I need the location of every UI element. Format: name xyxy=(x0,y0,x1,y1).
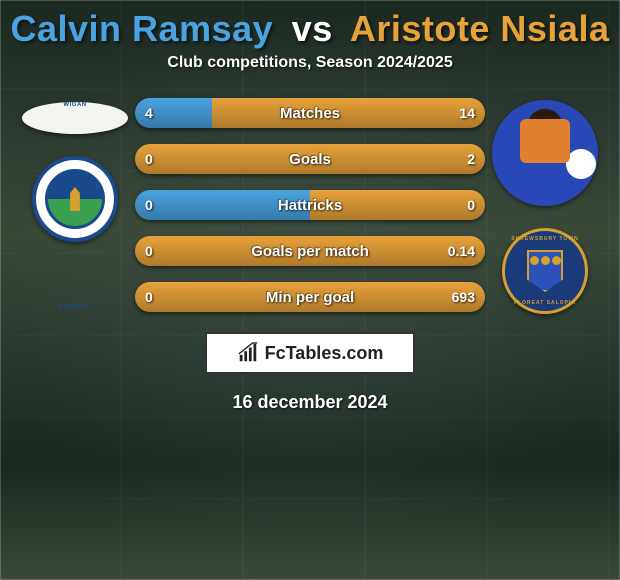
bar-segment-right xyxy=(135,282,485,312)
bar-segment-right xyxy=(135,144,485,174)
stat-bar: 02Goals xyxy=(135,144,485,174)
left-column: WIGAN ATHLETIC xyxy=(15,98,135,242)
title-vs: vs xyxy=(292,8,333,49)
stat-bar: 00Hattricks xyxy=(135,190,485,220)
player2-avatar xyxy=(492,100,598,206)
wigan-inner xyxy=(45,169,105,229)
page-title: Calvin Ramsay vs Aristote Nsiala xyxy=(11,8,610,50)
stat-bar: 0693Min per goal xyxy=(135,282,485,312)
brand-box: FcTables.com xyxy=(205,332,416,374)
wigan-text-top: WIGAN xyxy=(63,102,86,108)
lion-icon xyxy=(530,256,539,265)
shrews-text-top: SHREWSBURY TOWN xyxy=(511,236,578,242)
club-badge-wigan: WIGAN ATHLETIC xyxy=(32,156,118,242)
main-row: WIGAN ATHLETIC 414Matches 02Goals 00Hattri… xyxy=(0,98,620,314)
brand-text: FcTables.com xyxy=(265,343,384,364)
bar-segment-left xyxy=(135,98,212,128)
stat-bars: 414Matches 02Goals 00Hattricks 00.14Goals p… xyxy=(135,98,485,312)
wigan-text-bottom: ATHLETIC xyxy=(58,304,91,310)
content-root: Calvin Ramsay vs Aristote Nsiala Club co… xyxy=(0,0,620,580)
chart-icon xyxy=(237,342,259,364)
bar-segment-left xyxy=(135,190,310,220)
player2-name: Aristote Nsiala xyxy=(350,8,610,49)
bar-segment-right xyxy=(135,236,485,266)
bar-segment-right xyxy=(310,190,485,220)
subtitle: Club competitions, Season 2024/2025 xyxy=(167,54,452,72)
lion-icon xyxy=(541,256,550,265)
lion-icon xyxy=(552,256,561,265)
date-text: 16 december 2024 xyxy=(232,392,387,413)
shrews-text-bottom: FLOREAT SALOPIA xyxy=(514,300,576,306)
bar-segment-right xyxy=(212,98,485,128)
player1-name: Calvin Ramsay xyxy=(11,8,274,49)
shrews-shield xyxy=(527,250,563,292)
club-badge-shrewsbury: SHREWSBURY TOWN FLOREAT SALOPIA xyxy=(502,228,588,314)
right-column: SHREWSBURY TOWN FLOREAT SALOPIA xyxy=(485,98,605,314)
stat-bar: 00.14Goals per match xyxy=(135,236,485,266)
stat-bar: 414Matches xyxy=(135,98,485,128)
